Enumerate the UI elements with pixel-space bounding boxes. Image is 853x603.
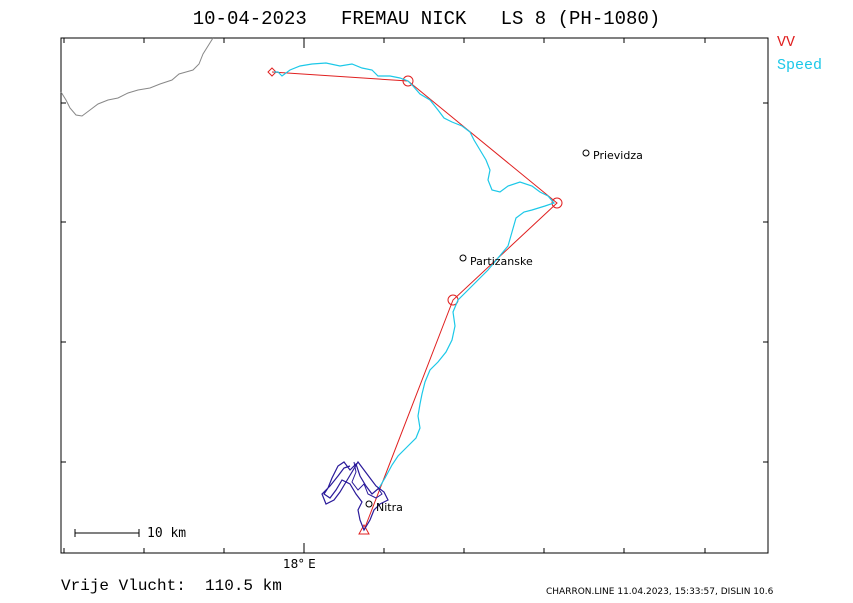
bottom-axis-ticks — [63, 543, 706, 553]
free-flight-distance: Vrije Vlucht: 110.5 km — [61, 577, 282, 595]
finish-diamond-marker — [267, 67, 277, 77]
city-marker-nitra — [365, 500, 373, 508]
country-border — [60, 37, 214, 117]
city-marker-prievidza — [582, 149, 590, 157]
scale-bar — [74, 529, 140, 537]
right-axis-ticks — [763, 102, 768, 463]
task-route — [271, 71, 558, 531]
legend-speed: Speed — [777, 57, 823, 74]
start-triangle-marker — [358, 523, 370, 535]
start-area-track — [321, 460, 389, 532]
city-label-prievidza: Prievidza — [593, 149, 643, 162]
turnpoint-marker — [551, 197, 563, 209]
city-label-partizanske: Partizanske — [470, 255, 533, 268]
flight-track — [274, 62, 556, 489]
plot-frame — [60, 37, 769, 554]
longitude-label: 18° E — [283, 557, 316, 571]
scale-bar-label: 10 km — [147, 526, 187, 541]
city-label-nitra: Nitra — [376, 501, 403, 514]
start-area-track — [351, 461, 383, 499]
top-axis-ticks — [63, 38, 706, 48]
left-axis-ticks — [61, 102, 66, 463]
map-title: 10-04-2023 FREMAU NICK LS 8 (PH-1080) — [192, 8, 661, 30]
city-marker-partizanske — [459, 254, 467, 262]
legend-vv: VV — [777, 34, 796, 51]
footer-info: CHARRON.LINE 11.04.2023, 15:33:57, DISLI… — [546, 587, 774, 597]
turnpoint-marker — [402, 75, 414, 87]
